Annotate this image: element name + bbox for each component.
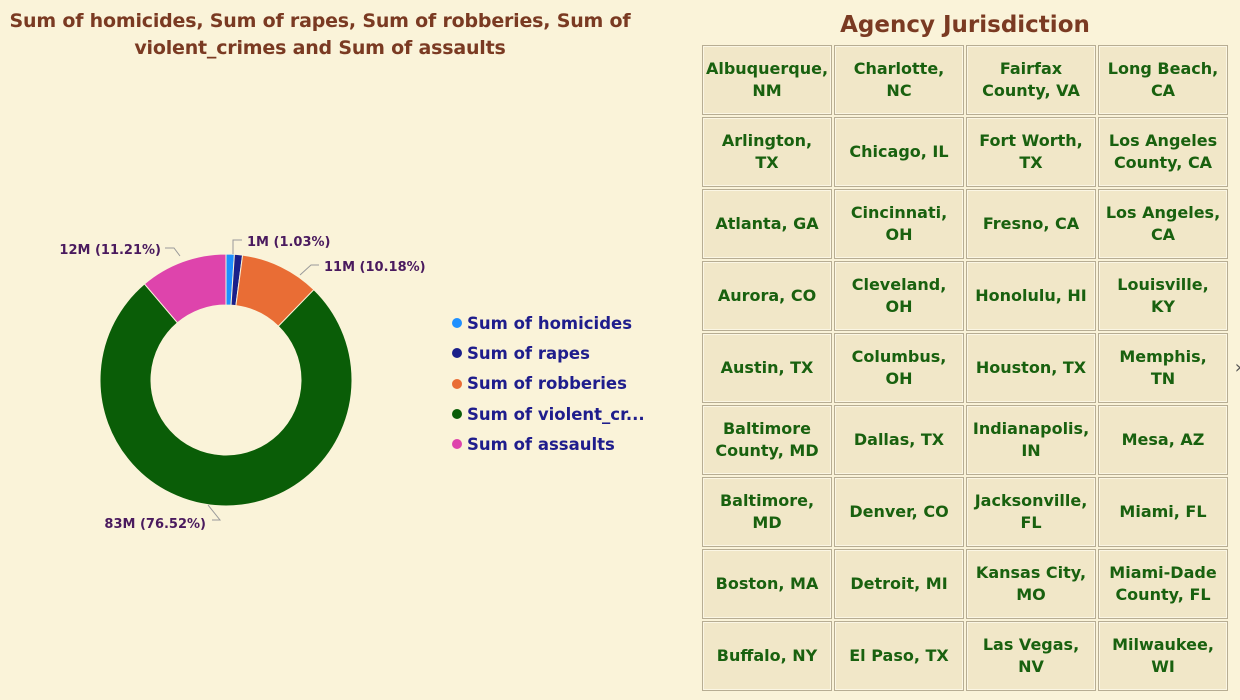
slicer-item-fresno-ca[interactable]: Fresno, CA [966,189,1096,259]
slicer-item-miami-fl[interactable]: Miami, FL [1098,477,1228,547]
slicer-item-los-angeles-ca[interactable]: Los Angeles, CA [1098,189,1228,259]
legend-dot-icon [452,439,462,450]
legend-label: Sum of violent_cr... [467,404,645,424]
slicer-item-columbus-oh[interactable]: Columbus, OH [834,333,964,403]
slicer-item-albuquerque-nm[interactable]: Albuquerque, NM [702,45,832,115]
data-label-robberies: 11M (10.18%) [324,260,426,275]
slicer-item-boston-ma[interactable]: Boston, MA [702,549,832,619]
chevron-right-icon[interactable]: › [1235,357,1240,378]
leader-line-assaults [165,247,181,257]
slicer-item-el-paso-tx[interactable]: El Paso, TX [834,621,964,691]
slice-violent-crimes[interactable] [99,283,353,507]
slicer-item-memphis-tn[interactable]: Memphis, TN [1098,333,1228,403]
leader-line-violent-crimes [207,504,222,521]
slicer-item-arlington-tx[interactable]: Arlington, TX [702,117,832,187]
slicer-item-fairfax-county-va[interactable]: Fairfax County, VA [966,45,1096,115]
legend-dot-icon [452,348,462,359]
legend-label: Sum of robberies [467,374,627,394]
legend-item-rapes[interactable]: Sum of rapes [452,338,645,368]
slicer-item-milwaukee-wi[interactable]: Milwaukee, WI [1098,621,1228,691]
slicer-item-detroit-mi[interactable]: Detroit, MI [834,549,964,619]
slicer-item-baltimore-md[interactable]: Baltimore, MD [702,477,832,547]
slicer-item-aurora-co[interactable]: Aurora, CO [702,261,832,331]
legend-dot-icon [452,409,462,420]
slicer-item-louisville-ky[interactable]: Louisville, KY [1098,261,1228,331]
slicer-item-charlotte-nc[interactable]: Charlotte, NC [834,45,964,115]
slicer-item-miami-dade-county-fl[interactable]: Miami-Dade County, FL [1098,549,1228,619]
leader-line-robberies [299,264,319,276]
slicer-item-mesa-az[interactable]: Mesa, AZ [1098,405,1228,475]
slicer-item-jacksonville-fl[interactable]: Jacksonville, FL [966,477,1096,547]
slicer-item-honolulu-hi[interactable]: Honolulu, HI [966,261,1096,331]
slicer-item-houston-tx[interactable]: Houston, TX [966,333,1096,403]
leader-line-rapes [232,239,242,254]
agency-jurisdiction-slicer: Albuquerque, NM Charlotte, NC Fairfax Coun… [702,45,1228,691]
slicer-item-los-angeles-county-ca[interactable]: Los Angeles County, CA [1098,117,1228,187]
slicer-item-baltimore-county-md[interactable]: Baltimore County, MD [702,405,832,475]
legend-label: Sum of assaults [467,434,615,454]
slicer-item-chicago-il[interactable]: Chicago, IL [834,117,964,187]
data-label-assaults: 12M (11.21%) [59,243,161,258]
chart-legend: Sum of homicides Sum of rapes Sum of robbe… [452,308,645,459]
legend-item-assaults[interactable]: Sum of assaults [452,429,645,459]
legend-item-violent-crimes[interactable]: Sum of violent_cr... [452,399,645,429]
data-label-violent-crimes: 83M (76.52%) [104,517,206,532]
slicer-item-indianapolis-in[interactable]: Indianapolis, IN [966,405,1096,475]
slicer-item-kansas-city-mo[interactable]: Kansas City, MO [966,549,1096,619]
slicer-item-cincinnati-oh[interactable]: Cincinnati, OH [834,189,964,259]
legend-dot-icon [452,318,462,329]
legend-label: Sum of rapes [467,343,590,363]
slicer-item-fort-worth-tx[interactable]: Fort Worth, TX [966,117,1096,187]
donut-chart: 1M (1.03%) 11M (10.18%) 83M (76.52%) 12M (1… [59,235,426,532]
chart-title: Sum of homicides, Sum of rapes, Sum of r… [9,10,631,59]
slicer-item-atlanta-ga[interactable]: Atlanta, GA [702,189,832,259]
legend-label: Sum of homicides [467,313,633,333]
slicer-item-long-beach-ca[interactable]: Long Beach, CA [1098,45,1228,115]
legend-item-homicides[interactable]: Sum of homicides [452,308,645,338]
slicer-title: Agency Jurisdiction [840,12,1090,38]
data-label-rapes: 1M (1.03%) [247,235,331,250]
slicer-item-buffalo-ny[interactable]: Buffalo, NY [702,621,832,691]
slicer-item-austin-tx[interactable]: Austin, TX [702,333,832,403]
legend-item-robberies[interactable]: Sum of robberies [452,369,645,399]
slice-assaults[interactable] [143,253,227,324]
slicer-item-denver-co[interactable]: Denver, CO [834,477,964,547]
slicer-item-las-vegas-nv[interactable]: Las Vegas, NV [966,621,1096,691]
slicer-item-dallas-tx[interactable]: Dallas, TX [834,405,964,475]
slicer-item-cleveland-oh[interactable]: Cleveland, OH [834,261,964,331]
legend-dot-icon [452,378,462,389]
